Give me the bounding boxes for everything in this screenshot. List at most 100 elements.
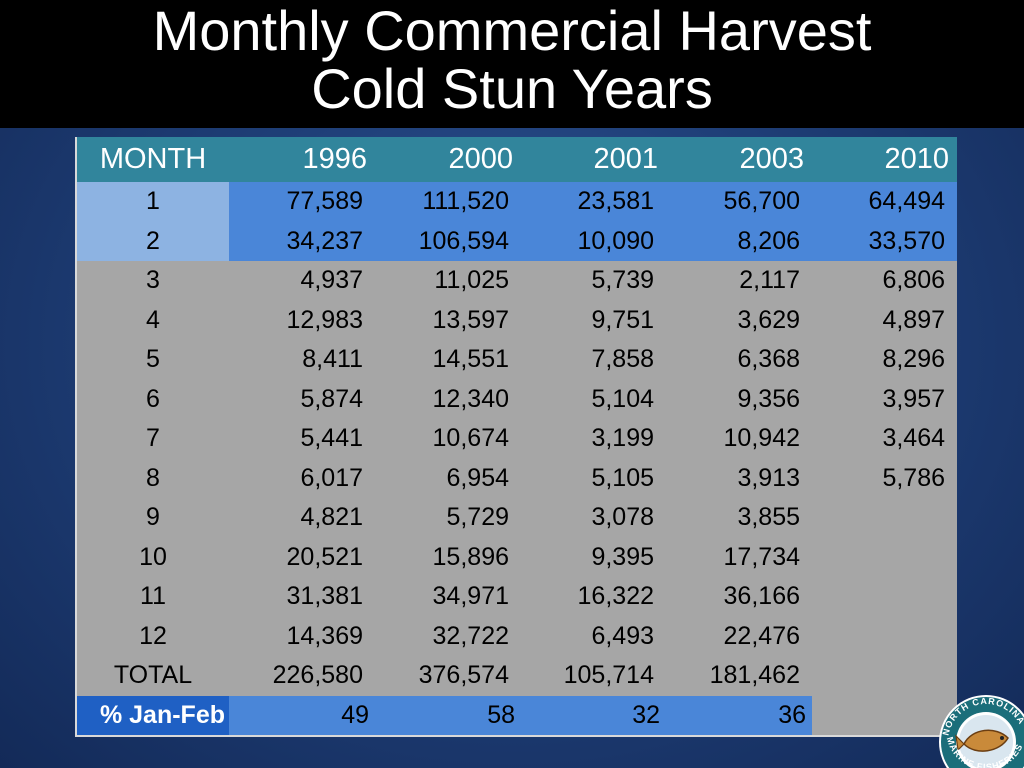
harvest-value-cell: 6,806 [812, 261, 957, 301]
column-header-year: 2003 [666, 137, 812, 182]
empty-cell [812, 695, 957, 736]
harvest-value-cell: 14,369 [229, 616, 375, 656]
harvest-value-cell [812, 656, 957, 696]
table-row: 1 77,589 111,520 23,581 56,700 64,494 [76, 182, 957, 222]
table-row: 7 5,441 10,674 3,199 10,942 3,464 [76, 419, 957, 459]
harvest-value-cell: 34,971 [375, 577, 521, 617]
table-row: 12 14,369 32,722 6,493 22,476 [76, 616, 957, 656]
column-header-year: 2010 [812, 137, 957, 182]
table-row: 10 20,521 15,896 9,395 17,734 [76, 537, 957, 577]
harvest-value-cell: 14,551 [375, 340, 521, 380]
harvest-value-cell: 5,729 [375, 498, 521, 538]
month-cell: 11 [76, 577, 229, 617]
harvest-value-cell: 31,381 [229, 577, 375, 617]
harvest-value-cell: 5,104 [521, 379, 666, 419]
harvest-value-cell: 226,580 [229, 656, 375, 696]
table-row: 4 12,983 13,597 9,751 3,629 4,897 [76, 300, 957, 340]
harvest-value-cell: 8,296 [812, 340, 957, 380]
table-row: 9 4,821 5,729 3,078 3,855 [76, 498, 957, 538]
harvest-value-cell [812, 616, 957, 656]
harvest-value-cell [812, 498, 957, 538]
harvest-value-cell: 111,520 [375, 182, 521, 222]
harvest-value-cell: 33,570 [812, 221, 957, 261]
table-body: 1 77,589 111,520 23,581 56,700 64,494 2 34,237 1… [76, 182, 957, 736]
percent-value-cell: 32 [521, 695, 666, 736]
harvest-value-cell: 2,117 [666, 261, 812, 301]
harvest-value-cell: 3,855 [666, 498, 812, 538]
month-cell: 4 [76, 300, 229, 340]
harvest-value-cell: 6,017 [229, 458, 375, 498]
table-row: 8 6,017 6,954 5,105 3,913 5,786 [76, 458, 957, 498]
column-header-year: 1996 [229, 137, 375, 182]
harvest-value-cell: 8,206 [666, 221, 812, 261]
harvest-value-cell: 10,674 [375, 419, 521, 459]
column-header-month: MONTH [76, 137, 229, 182]
harvest-value-cell: 4,937 [229, 261, 375, 301]
month-cell: 10 [76, 537, 229, 577]
harvest-value-cell: 10,942 [666, 419, 812, 459]
month-cell: TOTAL [76, 656, 229, 696]
harvest-value-cell: 34,237 [229, 221, 375, 261]
slide-title-line-1: Monthly Commercial Harvest [152, 0, 872, 62]
table-header-row: MONTH 1996 2000 2001 2003 2010 [76, 137, 957, 182]
harvest-value-cell: 8,411 [229, 340, 375, 380]
harvest-value-cell: 64,494 [812, 182, 957, 222]
table-row: 3 4,937 11,025 5,739 2,117 6,806 [76, 261, 957, 301]
harvest-value-cell: 376,574 [375, 656, 521, 696]
harvest-value-cell: 3,957 [812, 379, 957, 419]
harvest-value-cell: 3,464 [812, 419, 957, 459]
harvest-value-cell: 106,594 [375, 221, 521, 261]
month-cell: 3 [76, 261, 229, 301]
harvest-value-cell: 16,322 [521, 577, 666, 617]
percent-value-cell: 58 [375, 695, 521, 736]
harvest-value-cell: 4,897 [812, 300, 957, 340]
table-row: 6 5,874 12,340 5,104 9,356 3,957 [76, 379, 957, 419]
harvest-value-cell: 105,714 [521, 656, 666, 696]
harvest-value-cell: 3,913 [666, 458, 812, 498]
harvest-value-cell: 9,395 [521, 537, 666, 577]
harvest-value-cell: 3,078 [521, 498, 666, 538]
harvest-value-cell: 4,821 [229, 498, 375, 538]
harvest-value-cell: 77,589 [229, 182, 375, 222]
harvest-value-cell: 12,983 [229, 300, 375, 340]
slide-title-line-2: Cold Stun Years [311, 57, 713, 120]
table-row: 2 34,237 106,594 10,090 8,206 33,570 [76, 221, 957, 261]
fish-emblem-icon: NORTH CAROLINA MARINE FISHERIES [939, 695, 1024, 768]
harvest-value-cell: 23,581 [521, 182, 666, 222]
percent-jan-feb-label: % Jan-Feb [76, 695, 229, 736]
harvest-value-cell: 17,734 [666, 537, 812, 577]
month-cell: 8 [76, 458, 229, 498]
harvest-value-cell: 10,090 [521, 221, 666, 261]
month-cell: 5 [76, 340, 229, 380]
harvest-value-cell: 5,105 [521, 458, 666, 498]
percent-value-cell: 36 [666, 695, 812, 736]
harvest-value-cell: 11,025 [375, 261, 521, 301]
harvest-value-cell: 9,356 [666, 379, 812, 419]
harvest-value-cell: 6,368 [666, 340, 812, 380]
month-cell: 1 [76, 182, 229, 222]
harvest-value-cell: 9,751 [521, 300, 666, 340]
table-row: 11 31,381 34,971 16,322 36,166 [76, 577, 957, 617]
harvest-value-cell [812, 537, 957, 577]
harvest-value-cell: 36,166 [666, 577, 812, 617]
month-cell: 2 [76, 221, 229, 261]
table-row: TOTAL 226,580 376,574 105,714 181,462 [76, 656, 957, 696]
harvest-value-cell: 20,521 [229, 537, 375, 577]
harvest-value-cell: 5,739 [521, 261, 666, 301]
harvest-value-cell: 22,476 [666, 616, 812, 656]
month-cell: 7 [76, 419, 229, 459]
percent-value-cell: 49 [229, 695, 375, 736]
harvest-value-cell: 5,874 [229, 379, 375, 419]
harvest-value-cell: 3,199 [521, 419, 666, 459]
harvest-value-cell: 3,629 [666, 300, 812, 340]
harvest-value-cell [812, 577, 957, 617]
harvest-value-cell: 6,493 [521, 616, 666, 656]
harvest-value-cell: 56,700 [666, 182, 812, 222]
harvest-value-cell: 181,462 [666, 656, 812, 696]
harvest-value-cell: 6,954 [375, 458, 521, 498]
harvest-value-cell: 15,896 [375, 537, 521, 577]
harvest-value-cell: 7,858 [521, 340, 666, 380]
harvest-value-cell: 13,597 [375, 300, 521, 340]
harvest-value-cell: 5,441 [229, 419, 375, 459]
percent-jan-feb-row: % Jan-Feb 49 58 32 36 [76, 695, 957, 736]
